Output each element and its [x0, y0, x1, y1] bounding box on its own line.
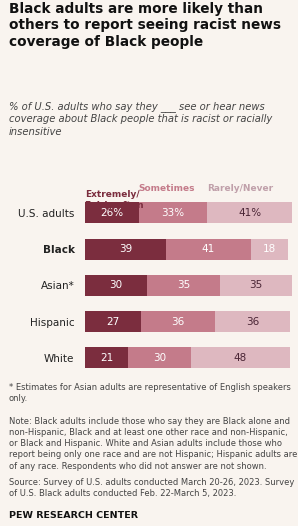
Text: Source: Survey of U.S. adults conducted March 20-26, 2023. Survey
of U.S. Black : Source: Survey of U.S. adults conducted … [9, 478, 294, 498]
Text: Black adults are more likely than others to report seeing racist news coverage o: Black adults are more likely than others… [9, 2, 281, 49]
Text: 41: 41 [201, 244, 215, 254]
Text: 30: 30 [109, 280, 122, 290]
Bar [85, 238, 166, 260]
Text: Extremely/
Fairly often: Extremely/ Fairly often [85, 190, 144, 210]
Bar [85, 275, 147, 296]
Text: * Estimates for Asian adults are representative of English speakers
only.: * Estimates for Asian adults are represe… [9, 383, 291, 403]
Bar [215, 311, 290, 332]
Bar [147, 275, 220, 296]
Text: Note: Black adults include those who say they are Black alone and
non-Hispanic, : Note: Black adults include those who say… [9, 417, 297, 471]
Bar [166, 238, 251, 260]
Bar [190, 347, 290, 369]
Text: 30: 30 [153, 353, 166, 363]
Bar [220, 275, 292, 296]
Text: 36: 36 [172, 317, 185, 327]
Bar [251, 238, 288, 260]
Text: 39: 39 [119, 244, 132, 254]
Bar [141, 311, 215, 332]
Text: PEW RESEARCH CENTER: PEW RESEARCH CENTER [9, 511, 138, 520]
Bar [128, 347, 190, 369]
Text: 27: 27 [106, 317, 119, 327]
Bar [85, 202, 139, 224]
Text: 33%: 33% [162, 208, 184, 218]
Text: 36: 36 [246, 317, 259, 327]
Text: 21: 21 [100, 353, 113, 363]
Text: 26%: 26% [100, 208, 123, 218]
Text: 48: 48 [234, 353, 247, 363]
Bar [207, 202, 292, 224]
Bar [85, 311, 141, 332]
Bar [85, 347, 128, 369]
Text: 41%: 41% [238, 208, 261, 218]
Bar [139, 202, 207, 224]
Text: Rarely/Never: Rarely/Never [207, 184, 273, 193]
Text: 35: 35 [249, 280, 263, 290]
Text: 35: 35 [177, 280, 190, 290]
Text: 18: 18 [263, 244, 276, 254]
Text: % of U.S. adults who say they ___ see or hear news
coverage about Black people t: % of U.S. adults who say they ___ see or… [9, 101, 272, 137]
Text: Sometimes: Sometimes [139, 184, 195, 193]
